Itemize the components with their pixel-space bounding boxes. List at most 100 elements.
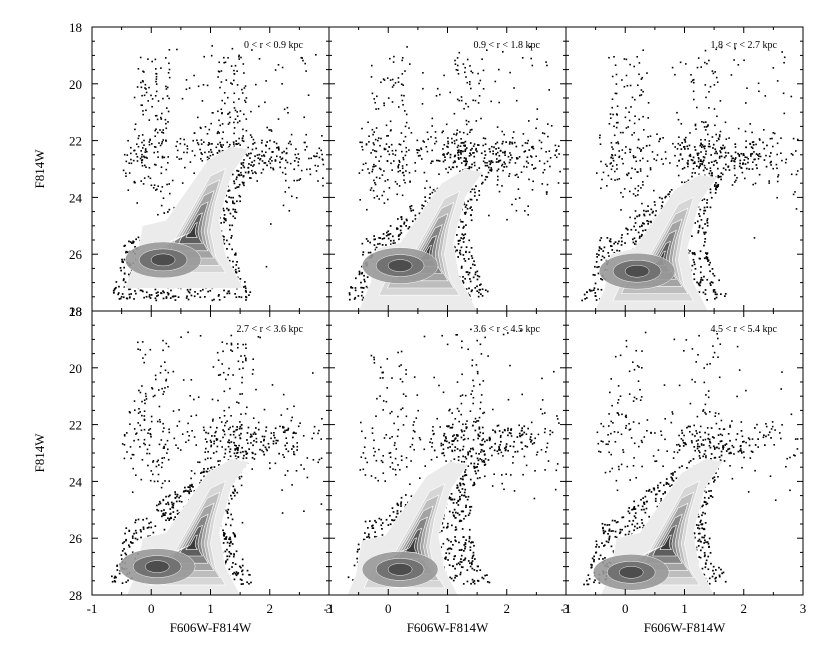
data-point bbox=[643, 222, 645, 225]
data-point bbox=[398, 185, 401, 187]
data-point bbox=[232, 573, 234, 575]
data-point bbox=[790, 95, 793, 98]
data-point bbox=[458, 251, 461, 254]
data-point bbox=[193, 490, 196, 492]
data-point bbox=[222, 131, 224, 133]
data-point bbox=[742, 153, 745, 155]
data-point bbox=[248, 152, 250, 155]
data-point bbox=[241, 376, 243, 379]
data-point bbox=[387, 150, 389, 153]
data-point bbox=[227, 428, 230, 431]
data-point bbox=[245, 457, 248, 459]
data-point bbox=[241, 381, 243, 384]
data-point bbox=[410, 205, 413, 207]
data-point bbox=[155, 80, 157, 83]
data-point bbox=[601, 178, 603, 181]
data-point bbox=[232, 141, 235, 144]
data-point bbox=[195, 414, 198, 417]
data-point bbox=[150, 294, 153, 296]
data-point bbox=[125, 581, 128, 583]
data-point bbox=[468, 155, 471, 157]
data-point bbox=[224, 532, 226, 535]
data-point bbox=[737, 127, 740, 130]
data-point bbox=[188, 492, 191, 495]
data-point bbox=[168, 183, 170, 185]
data-point bbox=[596, 172, 598, 174]
data-point bbox=[699, 165, 701, 167]
data-point bbox=[381, 194, 384, 197]
data-point bbox=[239, 421, 241, 423]
data-point bbox=[702, 161, 704, 163]
data-point bbox=[654, 204, 656, 206]
data-point bbox=[236, 426, 238, 428]
data-point bbox=[163, 457, 165, 459]
data-point bbox=[131, 535, 134, 538]
data-point bbox=[472, 99, 474, 102]
data-point bbox=[470, 87, 472, 90]
data-point bbox=[671, 66, 674, 69]
data-point bbox=[231, 224, 234, 227]
data-point bbox=[227, 112, 230, 115]
data-point bbox=[244, 343, 247, 346]
data-point bbox=[414, 218, 417, 220]
data-point bbox=[465, 76, 467, 78]
data-point bbox=[705, 231, 707, 234]
data-point bbox=[141, 156, 143, 158]
data-point bbox=[240, 355, 242, 357]
data-point bbox=[717, 137, 720, 140]
data-point bbox=[727, 152, 730, 154]
data-point bbox=[320, 149, 322, 152]
data-point bbox=[235, 550, 238, 553]
data-point bbox=[476, 270, 479, 273]
data-point bbox=[241, 573, 244, 576]
data-point bbox=[223, 214, 226, 216]
data-point bbox=[281, 512, 284, 514]
data-point bbox=[158, 418, 161, 421]
data-point bbox=[272, 440, 275, 443]
data-point bbox=[429, 193, 431, 195]
data-point bbox=[222, 529, 224, 532]
data-point bbox=[289, 140, 291, 143]
data-point bbox=[128, 172, 131, 174]
data-point bbox=[233, 533, 236, 536]
data-point bbox=[268, 129, 270, 131]
data-point bbox=[446, 153, 448, 155]
data-point bbox=[467, 273, 470, 276]
data-point bbox=[271, 160, 273, 162]
data-point bbox=[239, 200, 241, 203]
data-point bbox=[454, 246, 456, 249]
data-point bbox=[229, 448, 232, 451]
data-point bbox=[733, 59, 735, 61]
data-point bbox=[698, 173, 700, 176]
data-point bbox=[234, 455, 237, 457]
data-point bbox=[150, 433, 152, 436]
data-point bbox=[374, 183, 377, 186]
data-point bbox=[464, 66, 466, 69]
data-point bbox=[293, 160, 296, 162]
data-point bbox=[221, 112, 223, 114]
data-point bbox=[187, 439, 190, 442]
data-point bbox=[734, 151, 737, 154]
data-point bbox=[501, 185, 503, 187]
data-point bbox=[223, 390, 226, 393]
data-point bbox=[646, 175, 649, 177]
data-point bbox=[139, 411, 141, 413]
data-point bbox=[230, 415, 232, 417]
data-point bbox=[696, 220, 699, 223]
data-point bbox=[210, 444, 213, 447]
data-point bbox=[228, 111, 231, 114]
data-point bbox=[302, 59, 304, 62]
data-point bbox=[704, 293, 707, 295]
data-point bbox=[263, 155, 266, 157]
data-point bbox=[477, 72, 479, 75]
data-point bbox=[624, 152, 627, 154]
data-point bbox=[633, 225, 635, 228]
data-point bbox=[210, 445, 212, 448]
data-point bbox=[378, 160, 380, 162]
data-point bbox=[694, 149, 697, 151]
data-point bbox=[447, 146, 449, 148]
data-point bbox=[141, 159, 144, 161]
data-point bbox=[273, 434, 275, 437]
data-point bbox=[447, 171, 449, 174]
data-point bbox=[718, 157, 721, 159]
